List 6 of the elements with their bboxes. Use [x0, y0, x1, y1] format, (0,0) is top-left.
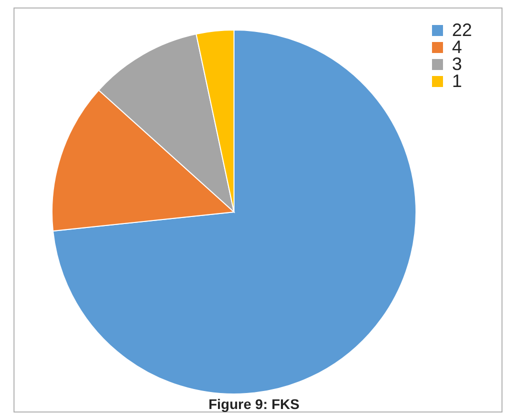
pie-slice: [52, 30, 416, 394]
legend-label: 22: [452, 20, 472, 40]
legend-label: 4: [452, 37, 462, 57]
caption: Figure 9: FKS: [208, 396, 300, 412]
legend-label: 3: [452, 54, 462, 74]
legend-label: 1: [452, 71, 462, 91]
